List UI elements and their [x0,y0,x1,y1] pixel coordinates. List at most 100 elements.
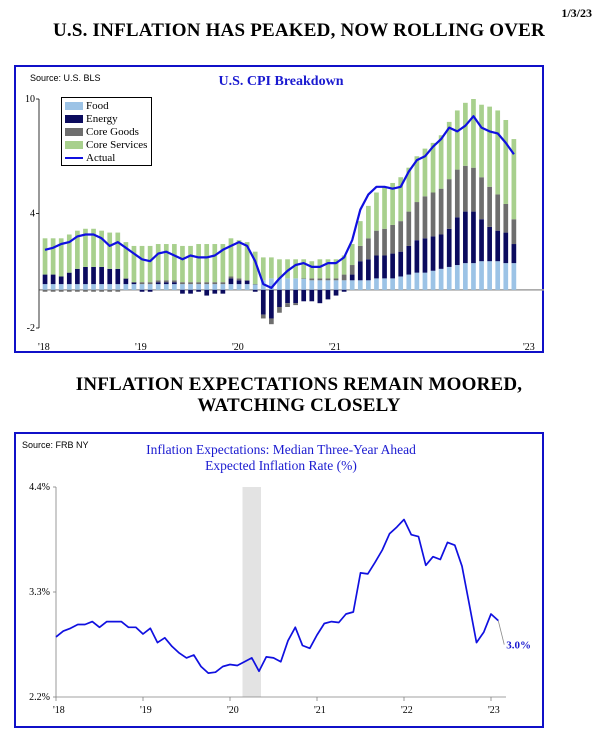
bar-core-services [479,104,484,178]
expectations-title-line1: Inflation Expectations: Median Three-Yea… [146,442,416,457]
bar-core-services [349,244,355,266]
bar-food [463,263,468,290]
bar-core-goods [188,282,193,285]
bar-core-services [260,257,266,281]
bar-energy [341,289,347,292]
bar-core-goods [269,318,274,325]
bar-food [341,280,347,290]
bar-energy [244,280,250,285]
bar-core-services [406,167,412,212]
bar-energy [155,282,161,285]
bar-core-services [366,205,371,239]
bar-energy [422,238,428,273]
bar-core-services [180,245,185,283]
bar-core-goods [75,289,80,292]
bar-food [390,278,395,290]
x-tick-label: '18 [38,342,50,353]
bar-core-goods [301,278,307,279]
bar-core-goods [309,278,315,281]
bar-energy [398,251,404,277]
bar-energy [430,236,436,271]
bar-core-goods [220,282,226,285]
bar-energy [75,268,80,285]
bar-core-services [471,99,476,168]
bar-food [220,284,226,290]
bar-food [188,284,193,290]
bar-food [123,284,129,290]
bar-energy [414,240,420,273]
cpi-chart-title: U.S. CPI Breakdown [218,74,344,89]
expectations-source: Source: FRB NY [22,440,89,450]
bar-core-goods [228,276,234,279]
bar-core-goods [123,278,129,279]
bar-core-goods [487,186,492,227]
bar-core-services [463,102,468,166]
bar-core-services [301,259,307,279]
bar-core-services [341,255,347,275]
bar-core-goods [139,282,145,285]
bar-food [495,261,501,290]
bar-core-services [66,234,72,273]
x-tick-label: '23 [488,705,500,716]
x-tick-label: '20 [227,705,239,716]
bar-energy [58,276,64,285]
bar-energy [503,232,509,264]
x-tick-label: '19 [135,342,147,353]
bar-core-goods [204,282,210,285]
bar-food [357,280,363,290]
bar-food [163,284,169,290]
bar-core-goods [115,289,121,292]
bar-core-services [228,238,234,277]
bar-core-services [236,240,242,279]
bar-energy [374,255,379,279]
bar-energy [83,266,88,285]
bar-core-goods [107,289,113,292]
bar-energy [220,289,226,294]
headline-expectations-line1: INFLATION EXPECTATIONS REMAIN MOORED, [75,374,523,395]
bar-energy [277,289,282,308]
bar-core-goods [66,289,72,292]
bar-food [325,280,331,290]
bar-core-goods [446,179,452,229]
bar-food [438,268,444,290]
bar-core-goods [430,192,436,237]
bar-energy [236,280,242,285]
bar-core-goods [252,284,258,285]
bar-core-goods [398,221,404,252]
bar-core-goods [91,289,96,292]
bar-core-services [317,259,323,279]
bar-food [115,284,121,290]
bar-core-services [42,238,48,275]
bar-energy [463,211,468,264]
expectations-chart-svg: 4.4% 3.3% 2.2%'18 '19 '20 '21 '22 '23 3.0% [29,482,531,716]
bar-energy [495,230,501,262]
bar-food [406,274,412,290]
bar-food [511,263,517,290]
bar-energy [204,289,210,296]
bar-energy [252,289,258,292]
recession-shading [242,487,261,697]
bar-food [180,284,185,290]
bar-energy [50,274,56,285]
bar-energy [366,259,371,281]
bar-food [42,284,48,290]
x-tick-label: '20 [232,342,244,353]
bar-core-services [163,244,169,281]
bar-core-goods [163,280,169,283]
bar-core-services [503,119,509,204]
bar-energy [390,253,395,279]
bar-energy [269,289,274,319]
bar-food [66,284,72,290]
bar-core-services [357,221,363,246]
bar-energy [285,289,290,304]
bar-food [277,278,282,290]
bar-energy [479,219,484,262]
bar-energy [180,289,185,294]
bar-core-services [487,106,492,187]
bar-energy [471,211,476,264]
bar-food [422,272,428,290]
bar-energy [301,289,307,302]
bar-food [269,278,274,290]
bar-core-goods [285,303,290,308]
bar-core-goods [325,278,331,281]
